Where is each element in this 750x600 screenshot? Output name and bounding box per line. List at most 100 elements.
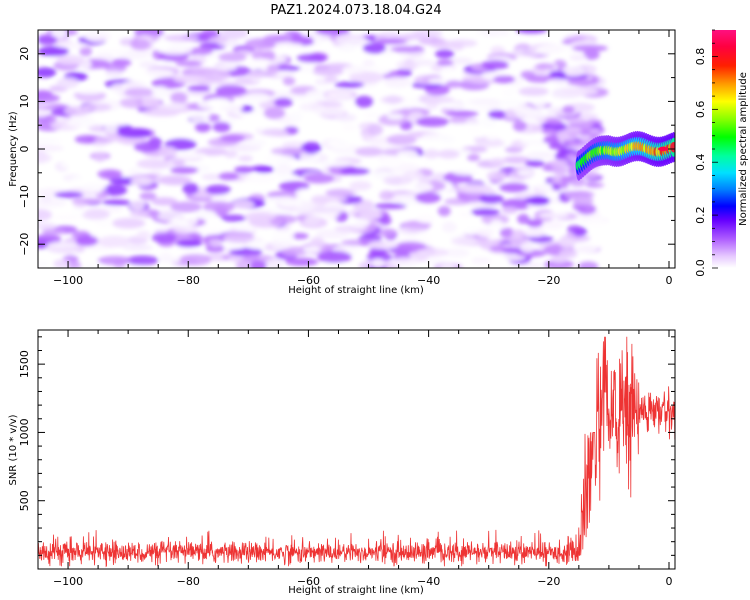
heatmap-cell xyxy=(125,255,159,266)
heatmap-cell xyxy=(38,46,70,57)
heatmap-cell xyxy=(541,128,557,135)
heatmap-cell xyxy=(176,239,203,248)
heatmap-x-tick-label: 0 xyxy=(665,274,672,287)
heatmap-cell xyxy=(556,131,570,141)
heatmap-cell xyxy=(335,33,366,46)
snr-x-tick-label: −40 xyxy=(417,575,440,588)
heatmap-cell xyxy=(54,191,84,198)
heatmap-cell xyxy=(396,150,419,160)
heatmap-cell xyxy=(585,218,606,229)
colorbar-tick-label: 0.4 xyxy=(694,153,707,171)
heatmap-cell xyxy=(416,248,449,257)
heatmap-cell xyxy=(210,194,228,203)
snr-y-ticks: 500 1000 1500 xyxy=(18,336,675,570)
heatmap-cell xyxy=(562,87,599,96)
heatmap-cell xyxy=(130,176,153,186)
heatmap-cell xyxy=(525,227,546,238)
heatmap-cell xyxy=(371,258,385,268)
heatmap-cell xyxy=(471,257,491,265)
heatmap-cell xyxy=(401,182,434,193)
heatmap-cell xyxy=(480,116,497,128)
heatmap-cell xyxy=(244,37,278,50)
heatmap-cell xyxy=(69,207,86,216)
heatmap-cell xyxy=(41,228,66,235)
heatmap-cell xyxy=(38,145,65,152)
heatmap-cell xyxy=(572,44,608,52)
heatmap-cell xyxy=(138,61,158,69)
heatmap-cell xyxy=(324,75,339,83)
snr-y-tick-label: 1500 xyxy=(18,350,31,378)
heatmap-cell xyxy=(354,146,384,157)
heatmap-cell xyxy=(179,253,212,266)
heatmap-cell xyxy=(222,231,255,244)
heatmap-cell xyxy=(569,162,578,172)
heatmap-cell xyxy=(498,182,529,193)
heatmap-cell xyxy=(496,99,527,108)
heatmap-cell xyxy=(234,166,255,174)
heatmap-cell xyxy=(94,218,113,228)
snr-x-tick-label: −100 xyxy=(53,575,83,588)
heatmap-cell xyxy=(274,41,303,48)
heatmap-y-label: Frequency (Hz) xyxy=(8,111,19,187)
heatmap-cell xyxy=(558,237,576,249)
colorbar-gradient xyxy=(712,30,736,268)
heatmap-cell xyxy=(264,196,297,203)
heatmap-cell xyxy=(670,141,675,153)
heatmap-cell xyxy=(128,167,142,177)
heatmap-cell xyxy=(136,158,173,170)
snr-x-label: Height of straight line (km) xyxy=(288,585,424,596)
heatmap-cell xyxy=(175,60,203,67)
heatmap-cell xyxy=(535,63,555,71)
heatmap-cell xyxy=(326,90,353,100)
colorbar-tick-label: 0.6 xyxy=(694,101,707,119)
heatmap-cell xyxy=(425,95,455,105)
heatmap-cell xyxy=(450,236,478,246)
heatmap-cell xyxy=(367,240,399,250)
heatmap-cell xyxy=(375,38,408,45)
heatmap-cell xyxy=(243,92,271,104)
heatmap-cell xyxy=(518,86,549,97)
heatmap-cell xyxy=(341,123,357,132)
heatmap-cell xyxy=(399,32,428,41)
heatmap-cell xyxy=(218,243,245,250)
heatmap-y-tick-label: −10 xyxy=(18,185,31,208)
heatmap-cell xyxy=(53,259,71,268)
heatmap-cell xyxy=(263,107,286,120)
heatmap-cell xyxy=(212,121,231,133)
heatmap-cell xyxy=(337,43,357,52)
heatmap-cell xyxy=(366,123,384,136)
colorbar-tick-label: 0.8 xyxy=(694,48,707,66)
heatmap-cell xyxy=(382,175,413,186)
heatmap-y-ticks: −20 −10 0 10 20 xyxy=(18,29,675,269)
heatmap-cell xyxy=(214,63,237,72)
heatmap-cell xyxy=(540,220,565,230)
heatmap-cell xyxy=(339,167,371,175)
heatmap-cell xyxy=(423,149,440,159)
heatmap-cell xyxy=(334,81,365,88)
heatmap-cell xyxy=(209,238,223,247)
heatmap-cell xyxy=(512,120,527,132)
heatmap-cell xyxy=(194,122,211,133)
heatmap-cell xyxy=(415,231,433,243)
heatmap-cell xyxy=(111,217,146,229)
heatmap-cell xyxy=(297,45,310,53)
heatmap-cell xyxy=(102,199,131,206)
heatmap-cell xyxy=(303,173,335,184)
heatmap-signal-band xyxy=(575,130,675,181)
heatmap-cell xyxy=(418,175,432,185)
colorbar-ticks: 0.0 0.2 0.4 0.6 0.8 xyxy=(694,29,718,277)
heatmap-x-tick-label: −20 xyxy=(537,274,560,287)
heatmap-cell xyxy=(105,70,124,78)
heatmap-cell xyxy=(206,114,221,122)
heatmap-cell xyxy=(380,156,403,167)
heatmap-cell xyxy=(374,203,407,210)
heatmap-cell xyxy=(493,35,509,44)
snr-panel: −100 −80 −60 −40 −20 0 500 1000 1500 Height of … xyxy=(8,329,676,596)
heatmap-cell xyxy=(244,139,267,147)
heatmap-peak xyxy=(657,146,668,152)
snr-y-label: SNR (10 * v/v) xyxy=(8,414,19,485)
colorbar: 0.0 0.2 0.4 0.6 0.8 Normalized spectral ampl… xyxy=(694,29,749,277)
heatmap-cell xyxy=(499,227,515,238)
